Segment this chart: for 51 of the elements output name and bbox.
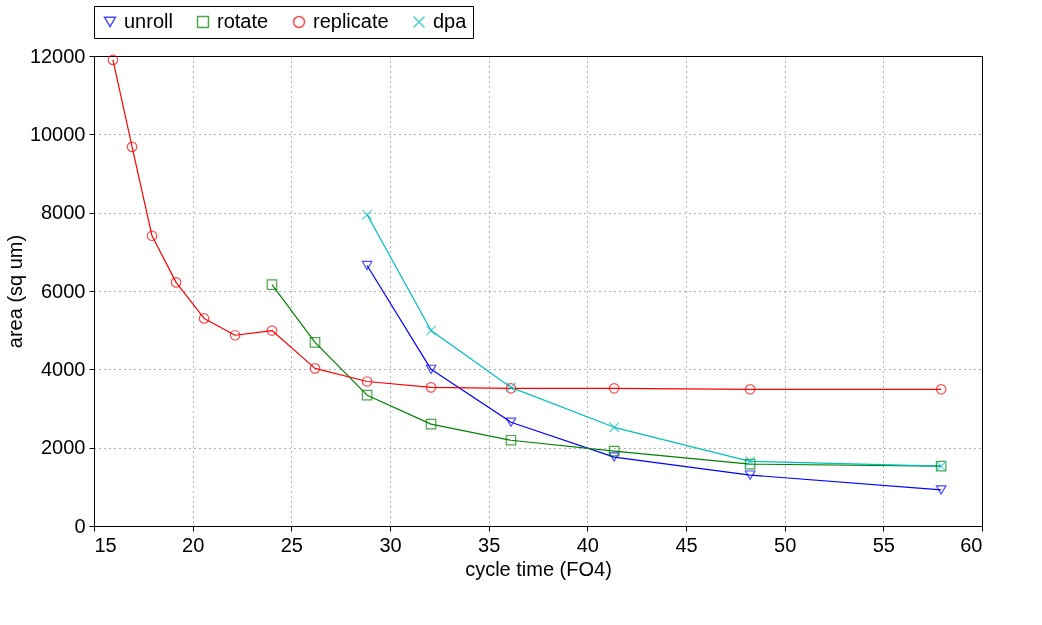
x-tick-label: 40 <box>576 533 599 556</box>
point <box>425 382 437 393</box>
point <box>744 470 756 480</box>
y-tick-label: 10000 <box>29 122 86 145</box>
point <box>361 209 373 220</box>
point <box>146 230 158 242</box>
legend-label: dpa <box>433 10 468 32</box>
point <box>608 383 620 394</box>
y-tick-label: 12000 <box>29 44 86 67</box>
y-axis-title: area (sq um) <box>3 234 26 349</box>
point <box>505 417 517 427</box>
y-tick-label: 0 <box>74 514 86 537</box>
x-tick-label: 45 <box>675 533 698 556</box>
point <box>229 329 241 341</box>
y-tick-label: 6000 <box>41 279 86 302</box>
point <box>170 277 182 288</box>
legend-label: replicate <box>313 10 389 32</box>
point <box>361 389 373 401</box>
x-axis-title: cycle time (FO4) <box>465 557 612 580</box>
point <box>744 383 756 395</box>
x-tick-label: 25 <box>280 533 303 556</box>
point <box>425 364 437 375</box>
x-tick-label: 35 <box>478 533 501 556</box>
x-tick-label: 30 <box>379 533 402 556</box>
point <box>425 325 437 336</box>
point <box>107 54 119 66</box>
point <box>361 376 373 387</box>
point <box>425 418 437 430</box>
point <box>608 445 620 457</box>
point <box>309 336 321 348</box>
point <box>266 325 278 336</box>
point <box>309 363 321 374</box>
point <box>361 260 373 271</box>
point <box>505 434 517 446</box>
x-tick-label: 50 <box>774 533 797 556</box>
y-tick-label: 2000 <box>41 436 86 459</box>
point <box>126 141 138 153</box>
y-tick-label: 4000 <box>41 357 86 380</box>
point <box>198 313 210 324</box>
x-tick-label: 15 <box>94 533 117 556</box>
point <box>608 452 620 462</box>
point <box>608 421 620 433</box>
x-tick-label: 55 <box>872 533 895 556</box>
y-tick-label: 8000 <box>41 201 86 224</box>
point <box>935 383 947 395</box>
legend-label: rotate <box>217 10 269 32</box>
x-tick-label: 20 <box>182 533 205 556</box>
point <box>266 279 278 290</box>
x-tick-label: 60 <box>960 533 983 556</box>
point <box>935 485 947 495</box>
legend-label: unroll <box>124 10 173 32</box>
